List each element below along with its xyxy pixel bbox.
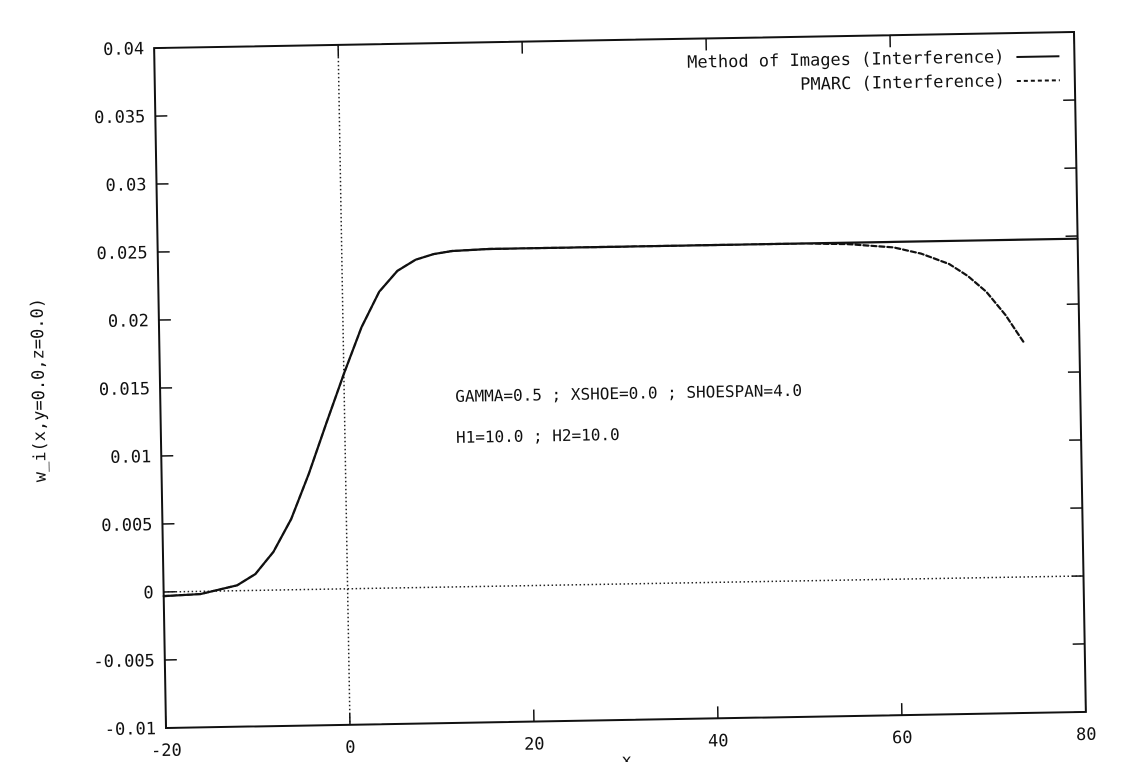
series-layer — [162, 237, 1079, 598]
x-tick-label: 20 — [524, 734, 545, 754]
x-zero-axis-line — [337, 44, 351, 725]
y-tick-label: 0.025 — [96, 243, 148, 264]
legend-swatch-pmarc — [1016, 79, 1060, 83]
y-tick-label: 0.015 — [99, 379, 151, 400]
x-tick-label: 0 — [345, 738, 356, 758]
legend-label-method-of-images: Method of Images (Interference) — [687, 47, 1005, 73]
x-tick-label: 80 — [1076, 725, 1097, 745]
legend-label-pmarc: PMARC (Interference) — [800, 71, 1005, 95]
zero-axes — [163, 44, 1084, 725]
x-tick-label: 40 — [708, 731, 729, 751]
plot-frame — [153, 31, 1087, 729]
y-tick-label: 0.01 — [110, 447, 151, 468]
y-zero-axis-line — [163, 575, 1084, 593]
legend-swatch-method-of-images — [1016, 55, 1060, 59]
series-line-method-of-images — [162, 237, 1079, 598]
series-line-pmarc — [162, 242, 1026, 598]
y-tick-label: 0.005 — [101, 515, 153, 536]
y-tick-label: -0.01 — [105, 719, 157, 740]
x-tick-label: -20 — [151, 741, 182, 762]
annotation-heights: H1=10.0 ; H2=10.0 — [456, 425, 620, 447]
y-axis-label: w_i(x,y=0.0,z=0.0) — [27, 298, 50, 483]
y-tick-label: 0 — [143, 583, 154, 603]
x-axis-label: x — [621, 751, 632, 762]
y-tick-label: 0.03 — [105, 175, 146, 196]
y-tick-label: 0.035 — [94, 107, 146, 128]
y-tick-label: -0.005 — [93, 651, 155, 672]
axis-ticks: -0.01 -0.005 0 0.005 0.01 0.015 0.02 0.025 0.03 0… — [93, 31, 1097, 762]
x-tick-label: 60 — [892, 728, 913, 748]
annotation-parameters: GAMMA=0.5 ; XSHOE=0.0 ; SHOESPAN=4.0 — [455, 381, 802, 406]
y-tick-label: 0.04 — [103, 39, 144, 60]
y-tick-label: 0.02 — [108, 311, 149, 332]
legend: Method of Images (Interference) PMARC (I… — [687, 47, 1060, 95]
